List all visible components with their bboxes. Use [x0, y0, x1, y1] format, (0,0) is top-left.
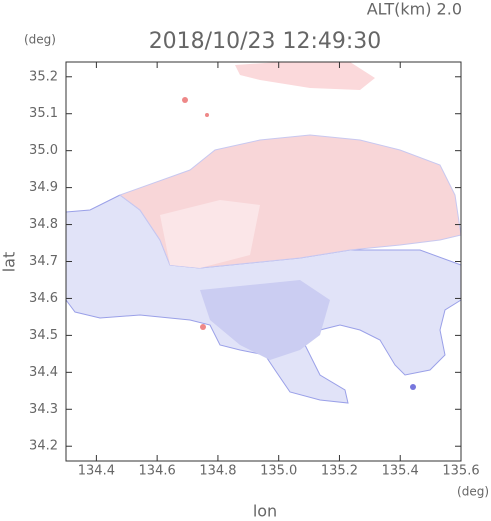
clutter	[410, 384, 416, 390]
y-tick-label: 34.3	[29, 402, 58, 417]
y-tick-label: 35.0	[29, 143, 58, 158]
velocity-area	[235, 62, 375, 90]
y-tick-label: 34.8	[29, 217, 58, 232]
x-tick-label: 135.2	[321, 464, 358, 479]
chart-title: 2018/10/23 12:49:30	[149, 29, 382, 54]
y-unit: (deg)	[24, 33, 56, 47]
y-tick-label: 34.2	[29, 439, 58, 454]
y-tick-label: 34.9	[29, 180, 58, 195]
x-tick-label: 134.8	[199, 464, 236, 479]
x-tick-label: 135.6	[442, 464, 479, 479]
x-tick-label: 134.6	[139, 464, 176, 479]
y-tick-label: 34.6	[29, 291, 58, 306]
x-tick-label: 134.4	[78, 464, 115, 479]
y-tick-label: 34.7	[29, 254, 58, 269]
x-tick-label: 135.4	[382, 464, 419, 479]
y-axis-label: lat	[0, 252, 19, 273]
clutter	[182, 97, 188, 103]
y-tick-label: 35.2	[29, 69, 58, 84]
clutter	[200, 324, 206, 330]
y-tick-label: 34.4	[29, 365, 58, 380]
x-unit: (deg)	[457, 485, 489, 499]
y-tick-label: 35.1	[29, 106, 58, 121]
clutter	[205, 113, 209, 117]
velocity-area	[160, 200, 260, 268]
x-tick-label: 135.0	[260, 464, 297, 479]
velocity-area	[200, 280, 330, 360]
x-axis-label: lon	[253, 502, 277, 521]
radar-field	[65, 62, 462, 404]
chart-subtitle: ALT(km) 2.0	[367, 0, 462, 19]
y-tick-label: 34.5	[29, 328, 58, 343]
